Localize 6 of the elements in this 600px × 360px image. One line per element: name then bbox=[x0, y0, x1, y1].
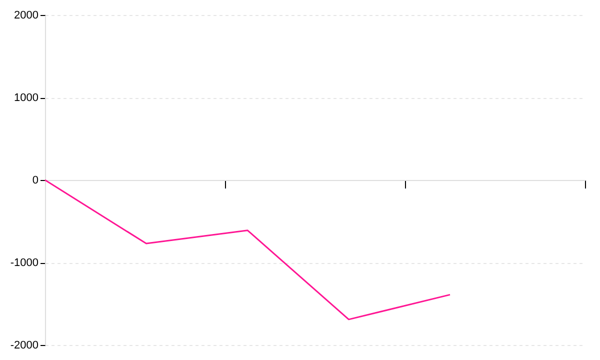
y-tick-label: -2000 bbox=[10, 340, 38, 352]
y-tick-label: 2000 bbox=[14, 10, 38, 22]
line-series bbox=[44, 179, 451, 320]
y-tick-label: -1000 bbox=[10, 257, 38, 269]
y-tick-label: 1000 bbox=[14, 92, 38, 104]
y-tick-label: 0 bbox=[32, 174, 38, 186]
